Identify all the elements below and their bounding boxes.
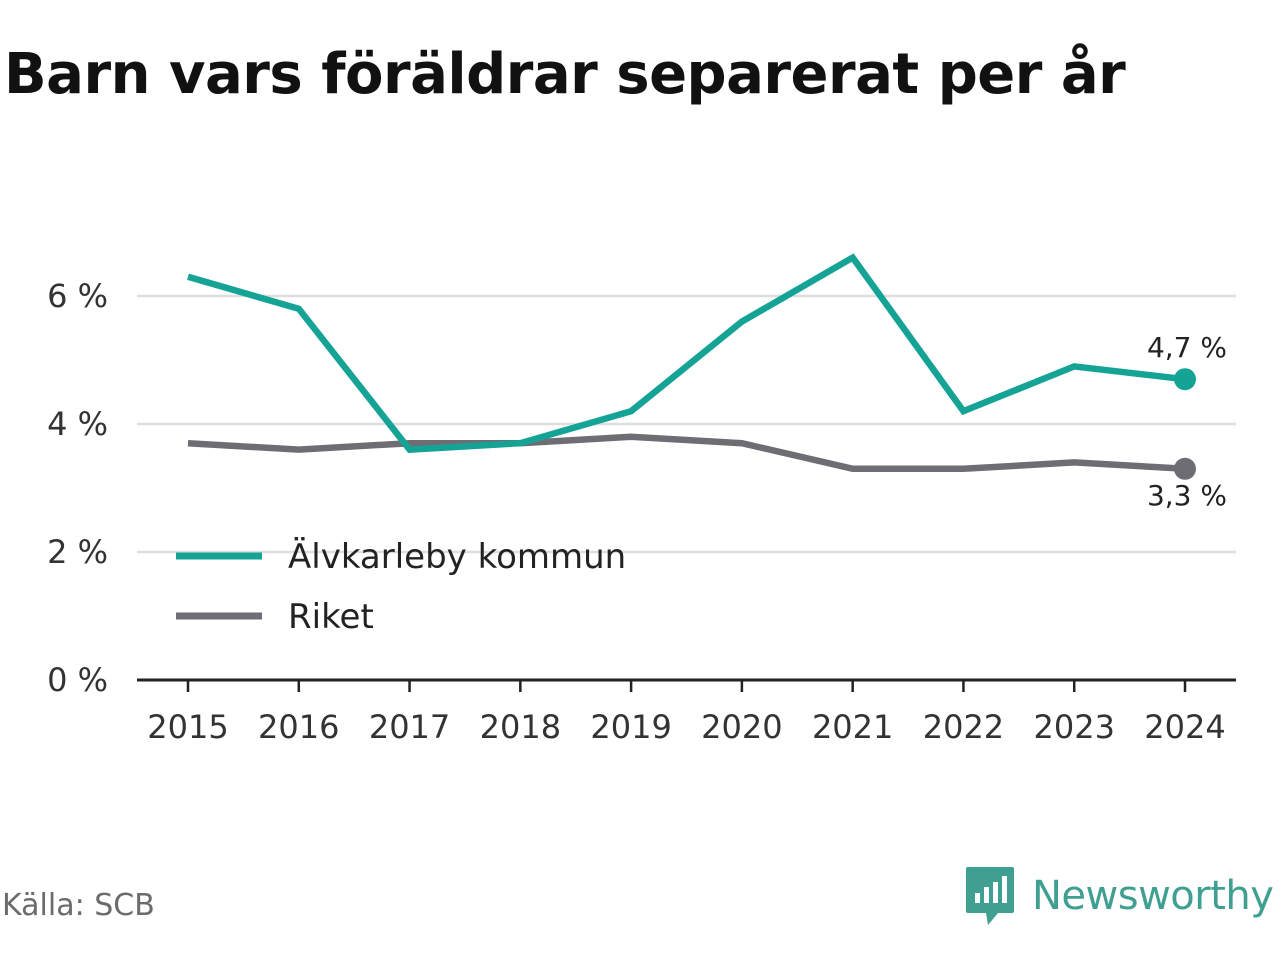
- brand-logo: Newsworthy: [964, 864, 1274, 928]
- series-lines: [187, 253, 1196, 480]
- x-tick-label: 2021: [812, 708, 893, 746]
- x-tick-label: 2024: [1144, 708, 1225, 746]
- x-tick-label: 2023: [1034, 708, 1115, 746]
- x-tick-label: 2017: [369, 708, 450, 746]
- y-axis-ticks: 0 % 2 % 4 % 6 %: [47, 277, 108, 699]
- x-tick-label: 2020: [701, 708, 782, 746]
- series-line-1: [187, 433, 1186, 473]
- x-tick-label: 2015: [147, 708, 228, 746]
- x-tick-label: 2019: [590, 708, 671, 746]
- series-line-0: [187, 253, 1186, 453]
- y-tick-label: 4 %: [47, 405, 108, 443]
- newsworthy-logo-icon: [966, 867, 1014, 925]
- legend-label-0: Älvkarleby kommun: [288, 537, 626, 577]
- end-label-1: 3,3 %: [1147, 479, 1227, 512]
- series-end-point-0: [1174, 368, 1196, 391]
- y-tick-label: 2 %: [47, 533, 108, 571]
- y-tick-label: 6 %: [47, 277, 108, 315]
- series-end-point-1: [1174, 457, 1196, 480]
- chart-title: Barn vars föräldrar separerat per år: [4, 42, 1126, 107]
- y-tick-label: 0 %: [47, 661, 108, 699]
- x-axis: 2015 2016 2017 2018 2019 2020 2021 2022 2023 2024: [137, 678, 1236, 746]
- brand-name: Newsworthy: [1032, 873, 1274, 919]
- legend: Älvkarleby kommun Riket: [176, 537, 626, 637]
- end-label-0: 4,7 %: [1147, 331, 1227, 364]
- x-tick-label: 2022: [923, 708, 1004, 746]
- gridlines: [137, 294, 1236, 554]
- legend-label-1: Riket: [288, 597, 374, 637]
- source-note: Källa: SCB: [2, 888, 155, 923]
- x-tick-label: 2018: [480, 708, 561, 746]
- x-tick-label: 2016: [258, 708, 339, 746]
- end-labels: 4,7 % 3,3 %: [1147, 331, 1227, 512]
